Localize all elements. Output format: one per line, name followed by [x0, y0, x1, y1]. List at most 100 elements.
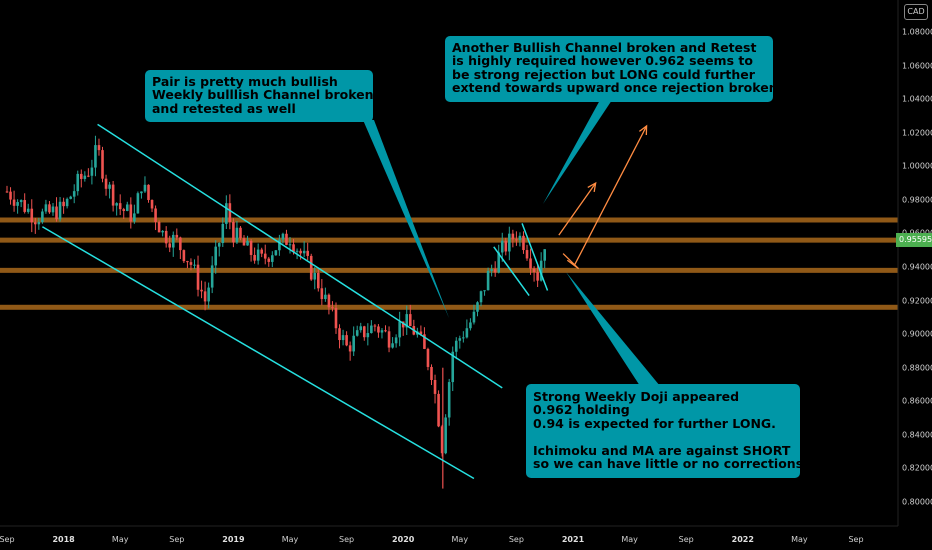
x-tick-label-14: May [791, 535, 808, 544]
candle-body-38 [140, 191, 143, 194]
forecast-arrowhead-0 [587, 181, 597, 193]
candle-body-95 [341, 335, 345, 341]
candle-body-28 [104, 178, 108, 189]
candle-body-36 [133, 213, 136, 222]
candle-body-129 [462, 337, 465, 339]
candle-body-90 [324, 294, 327, 300]
x-tick-label-4: 2019 [222, 535, 245, 544]
candle-body-143 [511, 233, 515, 240]
candle-body-18 [69, 196, 72, 199]
candle-body-89 [320, 288, 324, 300]
candle-body-15 [58, 201, 62, 220]
candle-body-140 [500, 240, 504, 253]
candle-body-44 [161, 230, 164, 233]
candle-body-41 [150, 199, 154, 209]
candle-body-147 [525, 250, 529, 259]
y-tick-label-3: 1.02000 [902, 128, 932, 138]
forecast-arrowhead-1 [638, 124, 648, 136]
horizontal-level-3 [0, 304, 898, 310]
candle-body-47 [171, 234, 175, 248]
x-tick-label-6: Sep [339, 535, 355, 544]
candle-body-63 [228, 203, 232, 222]
x-tick-label-8: May [451, 535, 469, 544]
candle-body-109 [391, 343, 394, 348]
x-tick-label-2: May [111, 535, 129, 544]
candle-body-34 [125, 204, 129, 211]
candle-body-52 [189, 262, 193, 265]
candle-body-29 [108, 184, 111, 189]
candle-body-13 [51, 206, 55, 213]
candle-body-21 [79, 173, 83, 179]
candle-body-56 [203, 291, 207, 302]
y-tick-label-8: 0.92000 [902, 296, 932, 306]
x-tick-label-5: May [281, 535, 299, 544]
candle-body-46 [168, 243, 172, 248]
candle-body-118 [423, 334, 426, 349]
forecast-arrow-2 [562, 253, 580, 270]
candle-body-91 [327, 294, 331, 308]
forecast-arrow-1 [573, 125, 648, 266]
candle-body-24 [90, 167, 94, 176]
candle-body-58 [210, 265, 214, 288]
candle-body-6 [26, 208, 30, 212]
x-tick-label-0: Sep [0, 535, 15, 544]
currency-badge[interactable]: CAD [904, 4, 928, 20]
callout-pointer-top-right [543, 100, 612, 204]
candle-body-136 [486, 270, 490, 291]
candle-body-31 [115, 203, 118, 206]
candle-body-128 [458, 338, 462, 341]
candle-body-74 [267, 258, 271, 262]
candle-body-144 [515, 239, 518, 241]
candle-body-104 [373, 325, 377, 327]
candle-body-57 [207, 287, 210, 302]
candle-body-132 [472, 311, 476, 323]
y-tick-label-11: 0.86000 [902, 396, 932, 406]
candle-body-59 [214, 246, 218, 266]
candle-body-117 [419, 331, 423, 335]
x-tick-label-10: 2021 [561, 535, 585, 544]
candle-body-61 [221, 223, 225, 244]
candle-body-54 [196, 264, 200, 290]
callout-retest: Another Bullish Channel broken and Retes… [445, 36, 782, 102]
candle-body-82 [295, 250, 299, 252]
candle-body-102 [366, 333, 370, 338]
candle-body-112 [401, 321, 405, 328]
candle-body-19 [72, 191, 76, 197]
candle-body-75 [271, 255, 274, 262]
candle-body-150 [536, 272, 539, 281]
candle-body-103 [370, 325, 373, 334]
candle-body-16 [62, 201, 65, 207]
candle-body-69 [249, 240, 253, 255]
candle-body-37 [136, 193, 140, 214]
candle-body-141 [504, 240, 508, 252]
candle-body-113 [405, 314, 409, 328]
callout-bullish-channel: Pair is pretty much bullish Weekly bulll… [145, 70, 374, 122]
x-tick-label-1: 2018 [52, 535, 75, 544]
candle-body-48 [175, 234, 179, 238]
horizontal-level-0 [0, 217, 898, 223]
candle-body-127 [454, 340, 458, 352]
candle-body-2 [12, 199, 16, 206]
candle-body-145 [518, 235, 522, 241]
candle-body-86 [309, 255, 313, 280]
candle-body-43 [157, 222, 161, 233]
candle-body-84 [302, 250, 306, 254]
y-tick-label-13: 0.82000 [902, 463, 932, 473]
candle-body-135 [483, 290, 486, 292]
candle-body-33 [122, 209, 126, 211]
candle-body-139 [497, 252, 501, 273]
candle-body-9 [37, 222, 41, 225]
candle-body-5 [23, 200, 26, 212]
candle-body-77 [278, 239, 281, 251]
y-tick-label-4: 1.00000 [902, 161, 932, 171]
candle-body-148 [529, 258, 532, 269]
callout-weekly-doji: Strong Weekly Doji appeared 0.962 holdin… [526, 384, 808, 478]
candle-body-85 [306, 250, 309, 256]
candle-body-111 [398, 321, 401, 338]
horizontal-level-1 [0, 237, 898, 243]
x-tick-label-11: May [621, 535, 638, 544]
candle-body-10 [41, 211, 44, 223]
y-tick-label-7: 0.94000 [902, 262, 932, 272]
x-tick-label-15: Sep [848, 535, 864, 544]
